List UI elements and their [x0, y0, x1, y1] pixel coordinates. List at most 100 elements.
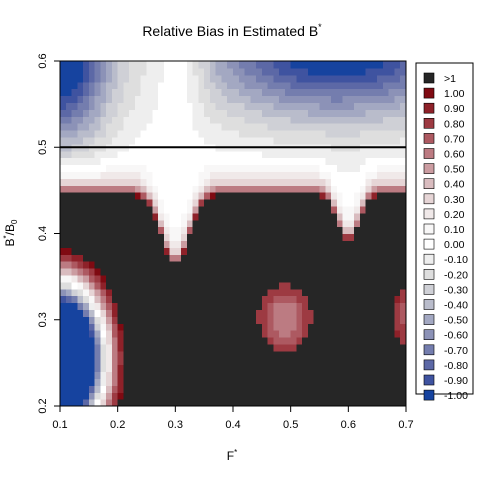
heatmap-cell [77, 81, 84, 90]
heatmap-cell [60, 116, 67, 124]
heatmap-cell [71, 385, 78, 393]
heatmap-cell [302, 171, 309, 179]
heatmap-cell [181, 364, 188, 373]
heatmap-cell [221, 261, 228, 269]
heatmap-cell [290, 164, 298, 172]
heatmap-cell [100, 164, 107, 172]
heatmap-cell [175, 130, 182, 138]
heatmap-cell [388, 136, 396, 145]
heatmap-cell [134, 254, 142, 262]
heatmap-cell [181, 157, 188, 166]
heatmap-cell [175, 116, 182, 124]
heatmap-cell [302, 116, 309, 124]
heatmap-cell [140, 399, 148, 407]
heatmap-cell [388, 178, 396, 186]
heatmap-cell [394, 233, 401, 241]
heatmap-cell [175, 240, 182, 248]
heatmap-cell [250, 247, 257, 255]
heatmap-cell [146, 371, 153, 379]
heatmap-cell [209, 102, 217, 110]
heatmap-cell [209, 261, 217, 269]
heatmap-cell [279, 261, 286, 269]
heatmap-cell [117, 364, 125, 373]
heatmap-cell [221, 67, 228, 76]
heatmap-cell [400, 233, 407, 241]
heatmap-cell [163, 268, 171, 276]
heatmap-cell [313, 164, 321, 172]
heatmap-cell [129, 178, 136, 186]
heatmap-cell [371, 357, 378, 366]
heatmap-cell [83, 178, 90, 186]
heatmap-cell [198, 323, 205, 331]
heatmap-cell [181, 378, 188, 386]
heatmap-cell [204, 123, 211, 131]
heatmap-cell [106, 350, 113, 359]
heatmap-cell [348, 378, 355, 386]
heatmap-cell [175, 378, 182, 386]
heatmap-cell [261, 164, 269, 172]
heatmap-cell [250, 261, 257, 269]
heatmap-cell [284, 102, 292, 110]
heatmap-cell [382, 350, 390, 359]
heatmap-cell [290, 136, 298, 145]
heatmap-cell [359, 150, 367, 159]
x-axis: 0.1 0.2 0.3 0.4 0.5 0.6 0.7 [52, 406, 414, 431]
heatmap-cell [244, 150, 251, 159]
legend-swatch [423, 389, 435, 401]
heatmap-cell [325, 88, 332, 97]
heatmap-cell [244, 199, 251, 207]
heatmap-cell [227, 371, 234, 379]
heatmap-cell [342, 254, 349, 262]
heatmap-cell [181, 274, 188, 283]
heatmap-cell [354, 130, 361, 138]
heatmap-cell [77, 385, 84, 393]
heatmap-cell [134, 364, 142, 373]
x-tick-label: 0.5 [283, 419, 298, 431]
heatmap-cell [221, 233, 228, 241]
heatmap-cell [336, 199, 344, 207]
heatmap-cell [302, 378, 309, 386]
legend-label: 0.80 [444, 118, 465, 130]
heatmap-cell [123, 357, 130, 366]
heatmap-cell [209, 171, 217, 179]
heatmap-cell [400, 199, 407, 207]
heatmap-cell [77, 343, 84, 352]
heatmap-cell [256, 357, 263, 366]
heatmap-cell [215, 343, 223, 352]
heatmap-cell [302, 281, 309, 290]
heatmap-cell [331, 219, 338, 228]
heatmap-cell [388, 350, 396, 359]
heatmap-cell [192, 219, 199, 228]
heatmap-cell [175, 61, 182, 69]
heatmap-cell [307, 399, 315, 407]
heatmap-cell [100, 157, 107, 166]
heatmap-cell [233, 130, 240, 138]
heatmap-cell [342, 164, 349, 172]
heatmap-cell [365, 337, 372, 345]
heatmap-cell [169, 357, 176, 366]
heatmap-cell [204, 102, 211, 110]
heatmap-cell [192, 171, 199, 179]
heatmap-cell [221, 199, 228, 207]
heatmap-cell [65, 399, 73, 407]
heatmap-cell [284, 136, 292, 145]
heatmap-cell [325, 247, 332, 255]
heatmap-cell [336, 212, 344, 221]
heatmap-cell [198, 185, 205, 193]
heatmap-cell [238, 81, 246, 90]
heatmap-cell [123, 261, 130, 269]
heatmap-cell [261, 219, 269, 228]
heatmap-cell [100, 150, 107, 159]
heatmap-cell [244, 95, 251, 103]
heatmap-cell [394, 185, 401, 193]
heatmap-cell [348, 102, 355, 110]
heatmap-cell [348, 288, 355, 297]
heatmap-cell [106, 61, 113, 69]
heatmap-cell [152, 385, 159, 393]
heatmap-cell [221, 302, 228, 310]
heatmap-cell [88, 337, 96, 345]
heatmap-cell [238, 226, 246, 235]
heatmap-cell [365, 268, 372, 276]
heatmap-cell [382, 371, 390, 379]
heatmap-cell [169, 343, 176, 352]
